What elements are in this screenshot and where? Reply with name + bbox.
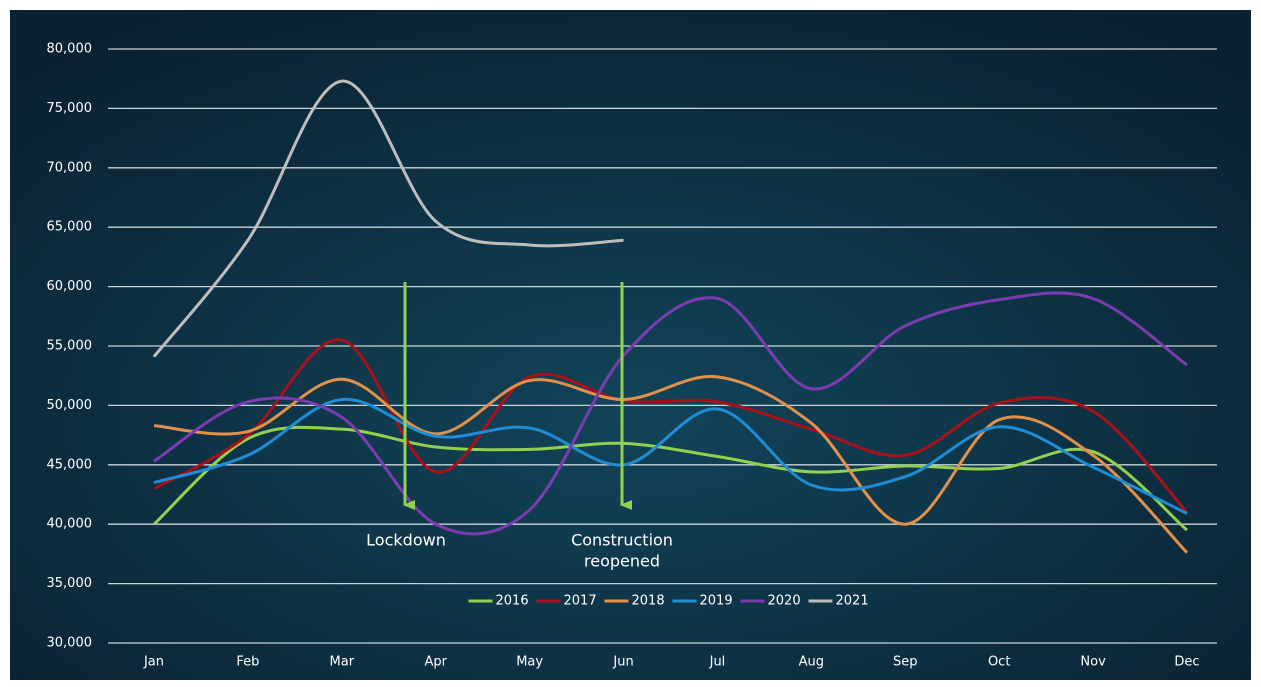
y-tick-label: 75,000	[47, 101, 93, 116]
series-line	[153, 338, 1189, 514]
plot-area: 30,000 35,000 40,000 45,000 50,000 55,000 60,0…	[47, 42, 1217, 670]
legend-label: 2018	[632, 594, 665, 609]
y-tick-label: 50,000	[47, 398, 93, 413]
series-line	[153, 375, 1189, 554]
legend-label: 2016	[496, 594, 529, 609]
y-tick-label: 65,000	[47, 220, 93, 235]
x-tick-label: Sep	[893, 655, 918, 670]
annotation: reopened	[584, 552, 660, 571]
x-tick-label: Jan	[143, 655, 164, 670]
x-tick-label: Feb	[236, 655, 259, 670]
series-line	[153, 291, 1188, 536]
y-tick-label: 30,000	[47, 636, 93, 651]
legend-label: 2020	[768, 594, 801, 609]
y-tick-label: 80,000	[47, 42, 93, 57]
legend-label: 2017	[564, 594, 597, 609]
x-tick-label: Dec	[1174, 655, 1199, 670]
y-tick-label: 45,000	[47, 457, 93, 472]
x-tick-label: Mar	[330, 655, 355, 670]
y-tick-label: 60,000	[47, 279, 93, 294]
background	[10, 10, 1251, 680]
x-tick-label: Aug	[799, 655, 824, 670]
x-tick-label: Jul	[709, 655, 726, 670]
x-tick-label: Jun	[612, 655, 633, 670]
x-tick-label: Oct	[988, 655, 1010, 670]
legend-label: 2021	[836, 594, 869, 609]
series-line	[152, 79, 624, 358]
series-line	[152, 425, 1188, 532]
x-tick-label: May	[516, 655, 543, 670]
x-tick-label: Nov	[1080, 655, 1106, 670]
annotation: Construction	[571, 531, 673, 550]
y-tick-label: 70,000	[47, 160, 93, 175]
y-tick-label: 40,000	[47, 517, 93, 532]
x-tick-label: Apr	[424, 655, 447, 670]
legend: 2016 2017 2018 2019 2020 2021	[468, 594, 869, 609]
y-tick-label: 55,000	[47, 339, 93, 354]
legend-label: 2019	[700, 594, 733, 609]
annotation: Lockdown	[366, 531, 446, 550]
series-line	[153, 397, 1188, 515]
y-tick-label: 35,000	[47, 576, 93, 591]
